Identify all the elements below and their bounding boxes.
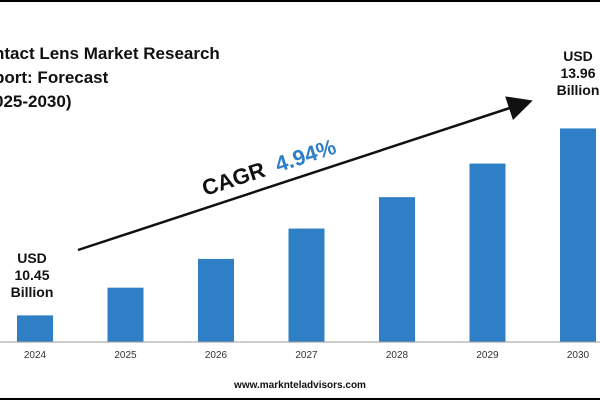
x-tick-label-2028: 2028 xyxy=(386,350,409,361)
bar-2025 xyxy=(107,287,144,342)
end-callout-currency: USD xyxy=(563,48,593,64)
x-tick-label-2027: 2027 xyxy=(295,350,318,361)
bar-2027 xyxy=(288,228,325,342)
x-tick-label-2024: 2024 xyxy=(24,350,47,361)
chart-title-line-3: 025-2030) xyxy=(0,92,72,111)
end-callout-value: 13.96 xyxy=(560,65,596,81)
cagr-value: 4.94% xyxy=(272,134,339,177)
chart-title-line-1: ntact Lens Market Research xyxy=(0,44,220,63)
x-tick-label-2029: 2029 xyxy=(476,350,499,361)
bar-2030 xyxy=(560,128,596,342)
end-callout-unit: Billion xyxy=(556,82,600,98)
end-value-callout: USD 13.96 Billion xyxy=(548,48,600,99)
growth-arrow xyxy=(77,96,533,252)
bar-2024 xyxy=(17,315,53,342)
x-tick-label-2026: 2026 xyxy=(205,350,228,361)
cagr-annotation: CAGR 4.94% xyxy=(199,134,339,201)
start-callout-currency: USD xyxy=(17,250,47,266)
bar-2028 xyxy=(379,197,415,342)
chart-title-line-2: port: Forecast xyxy=(0,68,109,87)
start-callout-value: 10.45 xyxy=(14,267,50,283)
bar-2026 xyxy=(198,258,234,342)
start-callout-unit: Billion xyxy=(10,284,54,300)
footer-website[interactable]: www.marknteladvisors.com xyxy=(234,380,366,391)
start-value-callout: USD 10.45 Billion xyxy=(2,250,62,301)
x-tick-label-2025: 2025 xyxy=(114,350,137,361)
x-tick-label-2030: 2030 xyxy=(567,350,590,361)
bar-2029 xyxy=(469,163,506,342)
cagr-label: CAGR xyxy=(199,157,268,201)
